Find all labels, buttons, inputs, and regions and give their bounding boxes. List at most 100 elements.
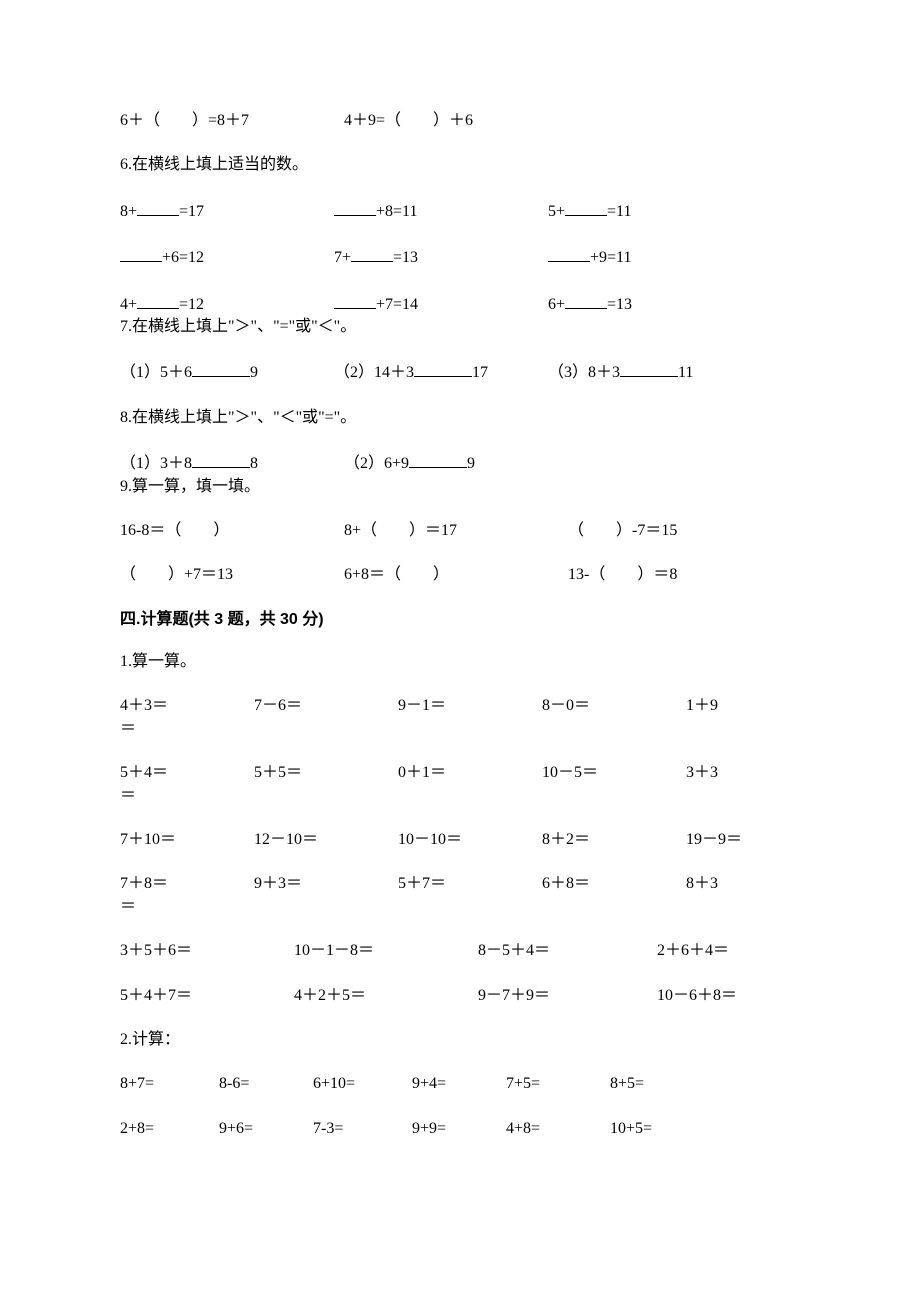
q7-c3: （3）8＋311 — [548, 360, 758, 384]
q42-r2-c1: 2+8= — [120, 1118, 215, 1140]
q7-row: （1）5＋69 （2）14＋317 （3）8＋311 — [120, 360, 800, 384]
q41-r4-c5: 8＋3 — [686, 873, 806, 895]
blank[interactable] — [409, 451, 467, 468]
q41-r3-c4: 8＋2＝ — [542, 829, 682, 851]
q42-r1-c2: 8-6= — [219, 1073, 309, 1095]
q6-r3-c3: 6+=13 — [548, 292, 758, 316]
q9-r1-c2: 8+（ ）＝17 — [344, 520, 564, 542]
q42-r2-c6: 10+5= — [610, 1118, 705, 1140]
q6-r2-c1: +6=12 — [120, 245, 330, 269]
q41-r4-c4: 6＋8＝ — [542, 873, 682, 895]
q41-r2-c5: 3＋3 — [686, 762, 806, 784]
blank[interactable] — [137, 292, 179, 309]
q41-r4a-c1: 3＋5＋6＝ — [120, 940, 290, 962]
q4-2-title: 2.计算： — [120, 1029, 800, 1051]
line5-row: 6＋（ ）=8＋7 4＋9=（ ）＋6 — [120, 110, 800, 132]
q41-r4b-c3: 9－7＋9＝ — [478, 985, 653, 1007]
q9-r1-c1: 16-8＝（ ） — [120, 520, 340, 542]
q6-row-2: +6=12 7+=13 +9=11 — [120, 245, 800, 269]
q9-row-1: 16-8＝（ ） 8+（ ）＝17 （ ）-7＝15 — [120, 520, 800, 542]
q41-r1-c4: 8－0＝ — [542, 695, 682, 717]
q41-r2-c3: 0＋1＝ — [398, 762, 538, 784]
q41-r4b-c4: 10－6＋8＝ — [657, 985, 817, 1007]
q42-r1-c3: 6+10= — [313, 1073, 408, 1095]
q9-row-2: （ ）+7＝13 6+8＝（ ） 13-（ ）＝8 — [120, 564, 800, 586]
blank[interactable] — [137, 199, 179, 216]
wrap-eq: ＝ — [120, 720, 136, 737]
q41-r1-c1: 4＋3＝ — [120, 695, 250, 717]
section4-title: 四.计算题(共 3 题，共 30 分) — [120, 609, 800, 631]
line5-b: 4＋9=（ ）＋6 — [344, 110, 564, 132]
q41-r4a-c2: 10－1－8＝ — [294, 940, 474, 962]
q41-r3-c1: 7＋10＝ — [120, 829, 250, 851]
q41-r4a-c4: 2＋6＋4＝ — [657, 940, 817, 962]
q41-r2-c1: 5＋4＝ — [120, 762, 250, 784]
q4-1-row5-1-wrap: ＝ — [120, 718, 800, 740]
blank[interactable] — [414, 360, 472, 377]
q4-2-row-1: 8+7= 8-6= 6+10= 9+4= 7+5= 8+5= — [120, 1073, 800, 1095]
blank[interactable] — [351, 245, 393, 262]
q6-title: 6.在横线上填上适当的数。 — [120, 154, 800, 176]
q4-2-row-2: 2+8= 9+6= 7-3= 9+9= 4+8= 10+5= — [120, 1118, 800, 1140]
q6-r2-c2: 7+=13 — [334, 245, 544, 269]
q9-r2-c1: （ ）+7＝13 — [120, 564, 340, 586]
blank[interactable] — [620, 360, 678, 377]
blank[interactable] — [565, 292, 607, 309]
q41-r1-c5: 1＋9 — [686, 695, 806, 717]
q6-row-3: 4+=12 +7=14 6+=13 — [120, 292, 800, 316]
q9-title: 9.算一算，填一填。 — [120, 476, 800, 498]
q42-r2-c3: 7-3= — [313, 1118, 408, 1140]
q6-r3-c2: +7=14 — [334, 292, 544, 316]
wrap-eq: ＝ — [120, 898, 136, 915]
q42-r2-c5: 4+8= — [506, 1118, 606, 1140]
q42-r2-c4: 9+9= — [412, 1118, 502, 1140]
blank[interactable] — [565, 199, 607, 216]
blank[interactable] — [120, 245, 162, 262]
q4-1-row5-2: 5＋4＝ 5＋5＝ 0＋1＝ 10－5＝ 3＋3 — [120, 762, 800, 784]
blank[interactable] — [548, 245, 590, 262]
blank[interactable] — [192, 360, 250, 377]
worksheet-page: 6＋（ ）=8＋7 4＋9=（ ）＋6 6.在横线上填上适当的数。 8+=17 … — [0, 0, 920, 1302]
q42-r1-c1: 8+7= — [120, 1073, 215, 1095]
q9-r2-c3: 13-（ ）＝8 — [568, 564, 788, 586]
q6-row-1: 8+=17 +8=11 5+=11 — [120, 199, 800, 223]
q41-r4-c3: 5＋7＝ — [398, 873, 538, 895]
q41-r3-c2: 12－10＝ — [254, 829, 394, 851]
q4-1-row5-4-wrap: ＝ — [120, 896, 800, 918]
q6-r2-c3: +9=11 — [548, 245, 758, 269]
q42-r1-c5: 7+5= — [506, 1073, 606, 1095]
q41-r3-c3: 10－10＝ — [398, 829, 538, 851]
q42-r1-c4: 9+4= — [412, 1073, 502, 1095]
q41-r2-c2: 5＋5＝ — [254, 762, 394, 784]
blank[interactable] — [192, 451, 250, 468]
q41-r4a-c3: 8－5＋4＝ — [478, 940, 653, 962]
q41-r4b-c2: 4＋2＋5＝ — [294, 985, 474, 1007]
line5-a: 6＋（ ）=8＋7 — [120, 110, 340, 132]
q8-c1: （1）3＋88 — [120, 451, 340, 475]
q8-c2: （2）6+99 — [344, 451, 564, 475]
q41-r4b-c1: 5＋4＋7＝ — [120, 985, 290, 1007]
q8-row: （1）3＋88 （2）6+99 — [120, 451, 800, 475]
q4-1-title: 1.算一算。 — [120, 651, 800, 673]
q41-r1-c3: 9－1＝ — [398, 695, 538, 717]
q7-c1: （1）5＋69 — [120, 360, 330, 384]
q4-1-row5-2-wrap: ＝ — [120, 785, 800, 807]
q4-1-row5-3: 7＋10＝ 12－10＝ 10－10＝ 8＋2＝ 19－9＝ — [120, 829, 800, 851]
wrap-eq: ＝ — [120, 787, 136, 804]
q8-title: 8.在横线上填上"＞"、"＜"或"="。 — [120, 407, 800, 429]
q9-r2-c2: 6+8＝（ ） — [344, 564, 564, 586]
q41-r1-c2: 7－6＝ — [254, 695, 394, 717]
q42-r2-c2: 9+6= — [219, 1118, 309, 1140]
q4-1-row5-1: 4＋3＝ 7－6＝ 9－1＝ 8－0＝ 1＋9 — [120, 695, 800, 717]
q4-1-row4-2: 5＋4＋7＝ 4＋2＋5＝ 9－7＋9＝ 10－6＋8＝ — [120, 985, 800, 1007]
q6-r1-c2: +8=11 — [334, 199, 544, 223]
q41-r2-c4: 10－5＝ — [542, 762, 682, 784]
q6-r1-c3: 5+=11 — [548, 199, 758, 223]
blank[interactable] — [334, 292, 376, 309]
blank[interactable] — [334, 199, 376, 216]
q4-1-row5-4: 7＋8＝ 9＋3＝ 5＋7＝ 6＋8＝ 8＋3 — [120, 873, 800, 895]
q41-r4-c1: 7＋8＝ — [120, 873, 250, 895]
q41-r3-c5: 19－9＝ — [686, 829, 806, 851]
q7-c2: （2）14＋317 — [334, 360, 544, 384]
q41-r4-c2: 9＋3＝ — [254, 873, 394, 895]
